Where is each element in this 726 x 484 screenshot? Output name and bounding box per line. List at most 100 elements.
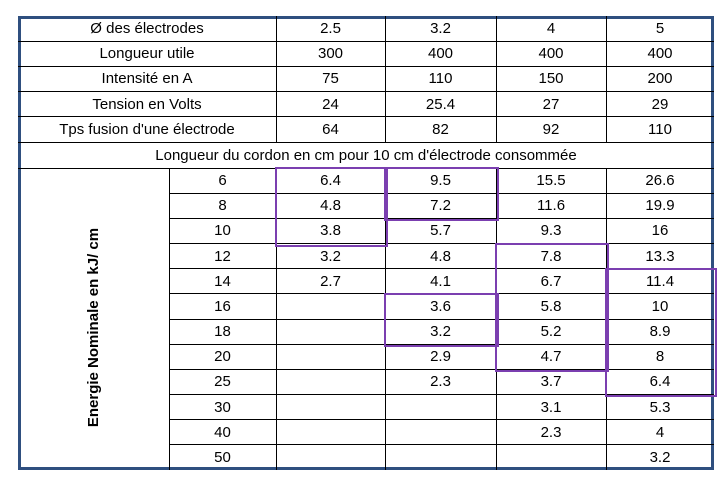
body-cell: 2.3	[430, 373, 451, 391]
row-divider	[18, 116, 714, 118]
row-divider	[169, 394, 714, 395]
body-cell	[276, 369, 385, 394]
body-cell: 11.6	[536, 197, 566, 215]
header-cell: 400	[427, 45, 454, 63]
row-divider	[169, 192, 714, 194]
body-cell: 3.8	[320, 222, 341, 240]
energy-value: 20	[214, 348, 231, 366]
body-cell	[276, 319, 385, 344]
row-divider	[18, 65, 714, 67]
body-cell: 3.2	[430, 323, 451, 341]
body-cell: 3.7	[540, 373, 562, 391]
column-divider	[275, 168, 277, 470]
energy-value: 14	[214, 272, 231, 290]
body-cell	[385, 395, 496, 420]
body-cell: 3.6	[430, 297, 451, 315]
body-cell: 3.1	[540, 398, 562, 416]
body-cell: 2.9	[430, 348, 451, 366]
body-cell: 4.8	[320, 197, 341, 215]
body-cell: 4.7	[540, 348, 562, 366]
column-divider	[495, 168, 497, 470]
body-cell	[276, 420, 385, 445]
body-cell: 8.9	[649, 323, 671, 341]
header-cell: 3.2	[430, 20, 451, 38]
body-cell: 4	[655, 423, 665, 441]
header-cell: 200	[647, 70, 673, 88]
body-cell: 5.3	[649, 398, 671, 416]
energy-value: 18	[214, 323, 231, 341]
body-cell: 5.2	[540, 323, 562, 341]
body-cell: 2.7	[320, 272, 341, 290]
side-label-text: Energie Nominale en kJ/ cm	[85, 227, 102, 427]
header-cell: 400	[647, 45, 673, 63]
header-cell: 400	[538, 45, 564, 63]
body-cell: 5.7	[430, 222, 451, 240]
header-cell: 110	[428, 70, 453, 88]
row-divider	[169, 268, 714, 270]
row-divider	[169, 293, 714, 295]
header-cell: 24	[322, 95, 339, 113]
energy-value: 50	[214, 448, 231, 466]
energy-value: 16	[214, 297, 231, 315]
column-divider	[495, 16, 497, 142]
body-cell: 8	[655, 348, 665, 366]
header-cell: 27	[542, 95, 560, 113]
body-cell	[496, 445, 606, 470]
body-cell: 7.8	[540, 247, 562, 265]
body-cell: 3.2	[649, 448, 671, 466]
body-cell: 16	[651, 222, 669, 240]
header-cell: 150	[538, 70, 564, 88]
body-cell: 9.5	[430, 172, 451, 190]
section-title: Longueur du cordon en cm pour 10 cm d'él…	[155, 146, 577, 164]
energy-value: 6	[218, 172, 227, 190]
column-divider	[605, 16, 607, 142]
header-cell: 29	[651, 95, 669, 113]
row-divider	[18, 141, 714, 143]
header-row-label: Longueur utile	[99, 45, 195, 63]
row-divider	[169, 343, 714, 345]
body-cell	[276, 395, 385, 420]
header-cell: 82	[432, 120, 449, 138]
row-divider	[169, 419, 714, 421]
side-label: Energie Nominale en kJ/ cm	[18, 184, 169, 470]
row-divider	[169, 318, 714, 320]
row-divider	[169, 243, 714, 244]
row-divider	[18, 91, 714, 93]
body-cell: 11.4	[645, 272, 675, 290]
header-row-label: Intensité en A	[101, 70, 193, 88]
body-cell: 4.8	[430, 247, 451, 265]
body-cell: 9.3	[540, 222, 562, 240]
row-divider	[169, 444, 714, 446]
body-cell	[385, 445, 496, 470]
body-cell: 13.3	[645, 247, 675, 265]
body-cell: 15.5	[536, 172, 566, 190]
column-divider	[605, 168, 607, 470]
header-cell: 2.5	[320, 20, 341, 38]
header-cell: 75	[322, 70, 339, 88]
body-cell: 7.2	[430, 197, 451, 215]
electrode-table: Energie Nominale en kJ/ cm Ø des électro…	[18, 16, 717, 470]
row-divider	[169, 368, 714, 370]
energy-value: 10	[214, 222, 231, 240]
header-row-label: Tps fusion d'une électrode	[59, 120, 235, 138]
column-divider	[384, 16, 386, 142]
energy-value: 25	[214, 373, 231, 391]
header-row-label: Ø des électrodes	[90, 20, 204, 38]
energy-value: 8	[218, 197, 227, 215]
header-cell: 110	[648, 120, 672, 138]
header-cell: 64	[322, 120, 339, 138]
energy-value: 30	[214, 398, 231, 416]
column-divider	[168, 168, 170, 470]
header-cell: 300	[317, 45, 344, 63]
energy-value: 12	[214, 247, 231, 265]
header-row-label: Tension en Volts	[92, 95, 202, 113]
body-cell	[276, 294, 385, 319]
body-cell: 4.1	[430, 272, 451, 290]
body-cell: 5.8	[540, 297, 562, 315]
body-cell	[276, 344, 385, 369]
body-cell: 2.3	[540, 423, 562, 441]
body-cell	[385, 420, 496, 445]
energy-value: 40	[214, 423, 231, 441]
body-cell: 19.9	[645, 197, 675, 215]
header-cell: 92	[542, 120, 560, 138]
